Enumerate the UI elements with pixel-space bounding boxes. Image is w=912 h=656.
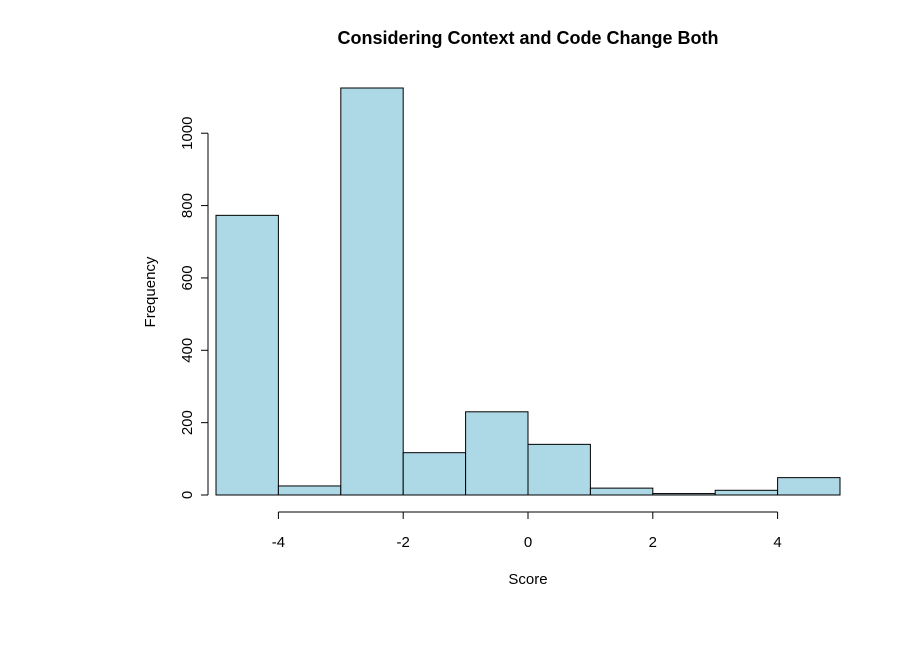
y-tick-label: 0 bbox=[179, 491, 196, 499]
histogram-bar bbox=[777, 477, 841, 496]
x-tick-label: -4 bbox=[272, 534, 285, 551]
histogram-bar bbox=[465, 411, 529, 496]
histogram-bar bbox=[714, 489, 779, 496]
x-tick-label: 0 bbox=[524, 534, 532, 551]
y-tick-label: 400 bbox=[179, 338, 196, 363]
x-tick-label: 4 bbox=[773, 534, 781, 551]
y-tick-label: 1000 bbox=[179, 117, 196, 150]
x-axis: -4 -2 0 2 4 bbox=[272, 511, 782, 551]
histogram-bar bbox=[402, 452, 467, 496]
histogram-bar bbox=[589, 487, 654, 496]
x-axis-label: Score bbox=[508, 571, 547, 588]
histogram-bar bbox=[527, 443, 591, 496]
y-tick-label: 200 bbox=[179, 410, 196, 435]
y-tick-label: 600 bbox=[179, 265, 196, 290]
y-tick-label: 800 bbox=[179, 193, 196, 218]
histogram-bar bbox=[340, 87, 404, 496]
x-tick-label: -2 bbox=[397, 534, 410, 551]
x-tick-label: 2 bbox=[649, 534, 657, 551]
histogram-bar bbox=[215, 214, 279, 496]
y-axis: 0 200 400 600 800 1000 bbox=[179, 117, 209, 499]
histogram-bar bbox=[652, 493, 716, 496]
y-axis-label: Frequency bbox=[142, 256, 159, 327]
bars-group bbox=[215, 87, 841, 496]
chart-title: Considering Context and Code Change Both bbox=[338, 28, 719, 48]
histogram-bar bbox=[277, 485, 342, 496]
